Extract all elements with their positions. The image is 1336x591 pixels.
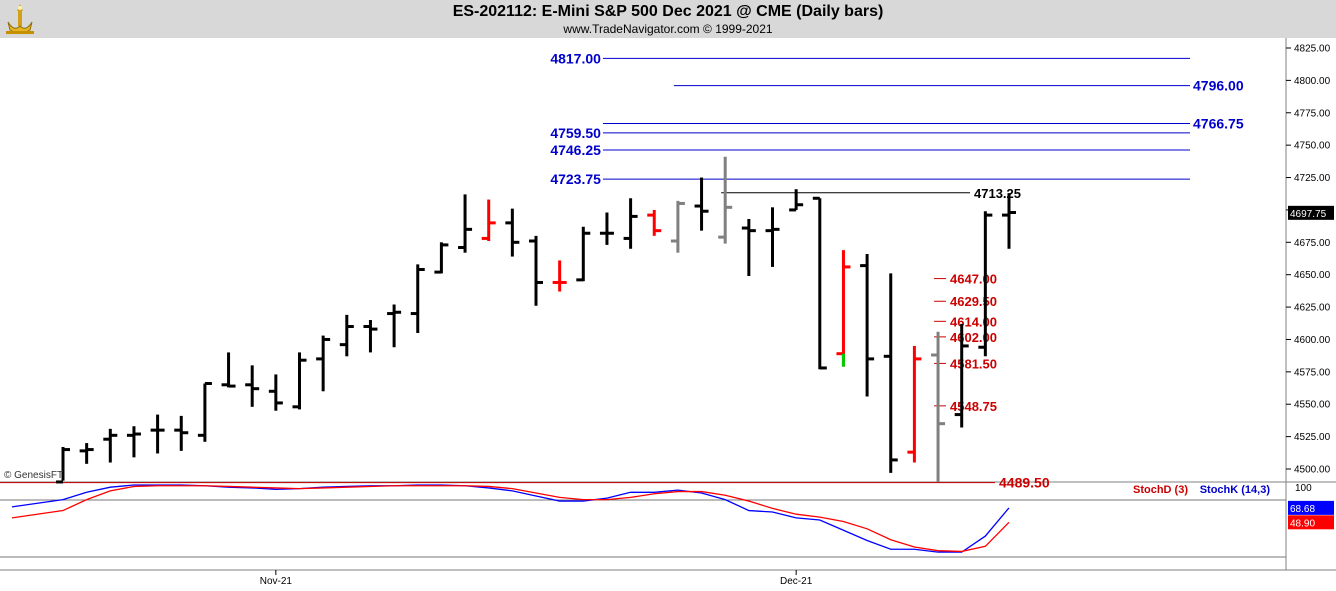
ohlc-bar <box>56 446 70 484</box>
chart-title: ES-202112: E-Mini S&P 500 Dec 2021 @ CME… <box>452 3 884 20</box>
stoch-series-line <box>11 484 1010 553</box>
date-axis: Nov-21 Dec-21 <box>260 570 813 587</box>
ohlc-bar <box>529 235 543 306</box>
ohlc-bar <box>860 253 875 397</box>
ohlc-bars <box>56 156 1016 484</box>
stoch-series-line <box>11 485 1010 553</box>
stoch-k-legend: StochK (14,3) <box>1200 484 1271 496</box>
ohlc-bar <box>978 211 993 357</box>
ohlc-bar <box>599 212 614 245</box>
price-level-label: 4759.50 <box>550 125 601 141</box>
ohlc-bar <box>174 415 189 451</box>
ohlc-bar <box>268 374 283 411</box>
ohlc-bar <box>954 323 969 428</box>
stochastic-lines: 68.68 48.90 <box>11 484 1334 553</box>
title-bar: ES-202112: E-Mini S&P 500 Dec 2021 @ CME… <box>0 0 1336 38</box>
price-axis-label: 4675.00 <box>1294 238 1331 249</box>
price-axis-label: 4525.00 <box>1294 432 1331 443</box>
price-axis-label: 4800.00 <box>1294 76 1331 87</box>
ohlc-bar <box>481 199 496 242</box>
last-price-badge <box>1288 205 1334 220</box>
date-axis-label: Dec-21 <box>780 576 813 587</box>
stoch-value-badge <box>1288 515 1334 530</box>
price-axis-label: 4600.00 <box>1294 335 1331 346</box>
price-axis-label: 4650.00 <box>1294 270 1331 281</box>
ohlc-bar <box>434 242 449 274</box>
price-axis-label: 4550.00 <box>1294 400 1331 411</box>
price-level-label: 4548.75 <box>950 399 997 414</box>
ohlc-bar <box>197 382 212 442</box>
ohlc-bar <box>765 207 780 267</box>
stoch-value-badge <box>1288 500 1334 515</box>
ohlc-bar <box>103 428 118 463</box>
ohlc-bar <box>292 352 307 410</box>
ohlc-bar <box>789 189 804 212</box>
ohlc-bar <box>126 426 141 458</box>
ohlc-bar <box>741 218 756 276</box>
ohlc-bar <box>670 200 685 253</box>
price-level-label: 4713.25 <box>974 186 1021 201</box>
ohlc-bar <box>576 226 591 282</box>
ohlc-bar <box>339 314 354 357</box>
ohlc-bar <box>931 331 946 482</box>
price-level-label: 4602.00 <box>950 330 997 345</box>
ohlc-bar <box>410 264 425 333</box>
price-level-label: 4629.50 <box>950 294 997 309</box>
ohlc-bar <box>552 260 567 292</box>
ohlc-bar <box>647 209 662 236</box>
ohlc-bar <box>363 320 378 353</box>
stoch-axis-label-100: 100 <box>1295 483 1312 494</box>
ohlc-bar <box>623 198 638 249</box>
stoch-value-label: 48.90 <box>1290 518 1315 529</box>
price-panel-frame <box>0 38 1286 482</box>
price-level-label: 4796.00 <box>1193 78 1244 94</box>
ohlc-bar <box>245 365 260 407</box>
price-level-label: 4766.75 <box>1193 115 1244 131</box>
price-level-label: 4614.00 <box>950 314 997 329</box>
ohlc-bar <box>79 443 94 464</box>
price-level-label: 4746.25 <box>550 142 601 158</box>
ohlc-bar <box>150 414 165 454</box>
price-axis-label: 4825.00 <box>1294 44 1331 55</box>
price-axis-label: 4725.00 <box>1294 173 1331 184</box>
watermark-text: © GenesisFT <box>4 470 63 481</box>
ohlc-bar <box>694 177 709 231</box>
ohlc-bar <box>221 352 236 388</box>
ohlc-bar <box>883 273 898 473</box>
ohlc-bar <box>505 208 520 257</box>
price-axis-label: 4575.00 <box>1294 367 1331 378</box>
price-axis-label: 4775.00 <box>1294 108 1331 119</box>
price-level-label: 4647.00 <box>950 272 997 287</box>
ohlc-bar <box>907 345 922 463</box>
trade-navigator-logo-icon <box>4 2 36 36</box>
date-axis-label: Nov-21 <box>260 576 293 587</box>
ohlc-bar <box>458 194 473 253</box>
ohlc-bar <box>316 335 331 392</box>
last-price-label: 4697.75 <box>1290 209 1327 220</box>
price-axis: 4500.00 4525.00 4550.00 4575.00 4600.00 4625.… <box>1286 44 1334 476</box>
price-level-label: 4581.50 <box>950 356 997 371</box>
chart-subtitle: www.TradeNavigator.com © 1999-2021 <box>563 22 773 36</box>
ohlc-bar <box>1002 193 1016 249</box>
price-axis-label: 4500.00 <box>1294 465 1331 476</box>
ohlc-bar <box>387 304 402 348</box>
price-level-label: 4489.50 <box>999 475 1050 491</box>
price-axis-label: 4750.00 <box>1294 141 1331 152</box>
stoch-value-label: 68.68 <box>1290 504 1315 515</box>
stoch-d-legend: StochD (3) <box>1133 484 1188 496</box>
ohlc-bar <box>718 156 733 244</box>
stochastic-panel: 68.68 48.90 StochD (3) StochK (14,3) 100 <box>0 483 1334 558</box>
price-axis-label: 4625.00 <box>1294 303 1331 314</box>
price-level-label: 4723.75 <box>550 171 601 187</box>
price-level-label: 4817.00 <box>550 50 601 66</box>
ohlc-bar <box>812 196 827 370</box>
